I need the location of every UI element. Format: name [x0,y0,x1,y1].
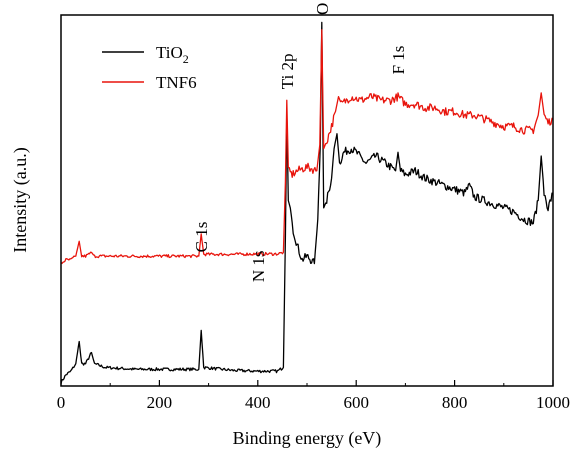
legend-label: TNF6 [156,73,197,92]
x-axis-title: Binding energy (eV) [233,428,382,449]
series-line-tio2 [60,21,553,384]
x-tick-label: 600 [343,393,369,412]
peak-label: C 1s [192,222,211,253]
legend: TiO2 TNF6 [102,43,197,92]
peak-label: Ti 2p [278,53,297,89]
x-tick-label: 1000 [536,393,570,412]
x-tick-label: 0 [57,393,66,412]
series-line-tnf6 [60,29,554,265]
x-tick-label: 800 [442,393,468,412]
annotations: C 1s N 1s Ti 2p O 1s F 1s [192,0,408,282]
x-ticks: 0 200 400 600 800 1000 [57,380,570,412]
peak-label: N 1s [249,250,268,282]
peak-label: O 1s [313,0,332,15]
x-tick-label: 400 [245,393,271,412]
x-tick-label: 200 [147,393,173,412]
legend-subscript: 2 [183,52,189,66]
y-axis-title: Intensity (a.u.) [10,147,31,252]
peak-label: F 1s [389,46,408,75]
legend-label: TiO2 [156,43,189,66]
plot-series [60,21,554,384]
